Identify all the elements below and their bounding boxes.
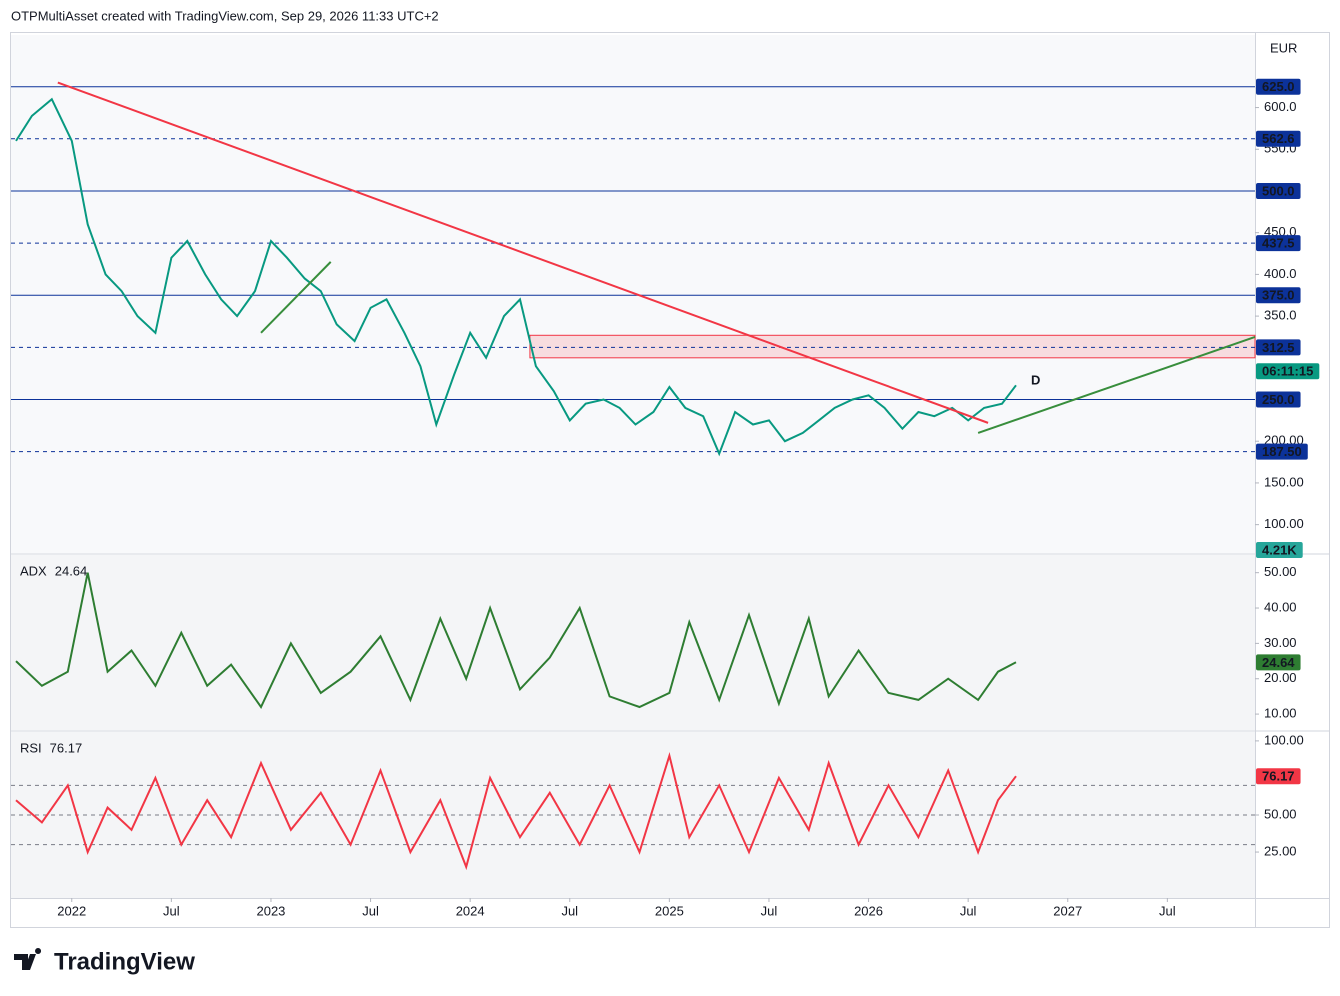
x-tick-label: 2022 xyxy=(57,903,86,918)
level-label: 562.6 xyxy=(1262,131,1295,146)
y-tick-label: 400.0 xyxy=(1264,266,1297,281)
last-value-label: 06:11:15 xyxy=(1262,364,1313,379)
y-tick-label: 40.00 xyxy=(1264,599,1297,614)
x-tick-label: Jul xyxy=(163,903,180,918)
volume-label: 4.21K xyxy=(1262,542,1297,557)
x-tick-label: 2026 xyxy=(854,903,883,918)
level-label: 500.0 xyxy=(1262,183,1295,198)
level-label-box xyxy=(1256,235,1301,252)
y-tick-label: 50.00 xyxy=(1264,806,1297,821)
level-label-box xyxy=(1256,391,1301,408)
pane-bg xyxy=(11,732,1255,898)
indicator-name: RSI xyxy=(20,740,42,755)
level-label: 312.5 xyxy=(1262,340,1295,355)
trendline xyxy=(260,261,332,334)
level-label-box xyxy=(1256,182,1301,199)
y-tick-label: 100.00 xyxy=(1264,516,1304,531)
last-value-label-box xyxy=(1256,363,1320,380)
level-label-box xyxy=(1256,443,1308,460)
footer-brand: TradingView xyxy=(54,948,195,975)
last-value-label-box xyxy=(1256,768,1301,785)
series-line xyxy=(15,572,1017,709)
x-tick-label: Jul xyxy=(761,903,778,918)
x-tick-label: Jul xyxy=(1159,903,1176,918)
y-tick-label: 20.00 xyxy=(1264,670,1297,685)
y-tick-label: 600.0 xyxy=(1264,99,1297,114)
series-line xyxy=(15,751,1017,871)
x-tick-label: Jul xyxy=(561,903,578,918)
level-label: 250.0 xyxy=(1262,392,1295,407)
y-tick-label: 25.00 xyxy=(1264,843,1297,858)
currency: EUR xyxy=(1270,40,1297,55)
y-tick-label: 100.00 xyxy=(1264,732,1304,747)
x-tick-label: 2023 xyxy=(256,903,285,918)
y-tick-label: 30.00 xyxy=(1264,635,1297,650)
pane-bg xyxy=(11,555,1255,730)
level-label-box xyxy=(1256,78,1301,95)
last-value-label: 76.17 xyxy=(1262,769,1295,784)
chart-frame xyxy=(10,32,1330,928)
y-tick-label: 50.00 xyxy=(1264,564,1297,579)
x-tick-label: 2025 xyxy=(655,903,684,918)
last-value-label-box xyxy=(1256,654,1301,671)
level-label: 625.0 xyxy=(1262,79,1295,94)
trendline xyxy=(977,336,1256,434)
y-tick-label: 150.00 xyxy=(1264,474,1304,489)
footer-logo: TradingView xyxy=(14,948,195,975)
y-tick-label: 10.00 xyxy=(1264,706,1297,721)
trendline xyxy=(57,81,989,424)
x-tick-label: Jul xyxy=(362,903,379,918)
indicator-name: ADX xyxy=(20,563,47,578)
resistance-zone xyxy=(529,334,1256,359)
y-tick-label: 350.0 xyxy=(1264,308,1297,323)
last-value-label: 24.64 xyxy=(1262,655,1295,670)
x-tick-label: 2027 xyxy=(1053,903,1082,918)
indicator-value: 24.64 xyxy=(55,563,88,578)
level-label: 187.50 xyxy=(1262,444,1302,459)
volume-label-box xyxy=(1256,542,1303,558)
level-label: 437.5 xyxy=(1262,236,1295,251)
series-line xyxy=(15,97,1017,457)
level-label: 375.0 xyxy=(1262,288,1295,303)
indicator-value: 76.17 xyxy=(50,740,83,755)
x-tick-label: 2024 xyxy=(456,903,485,918)
level-label-box xyxy=(1256,287,1301,304)
level-label-box xyxy=(1256,339,1301,356)
marker: D xyxy=(1031,373,1040,388)
level-label-box xyxy=(1256,130,1301,147)
credit: OTPMultiAsset created with TradingView.c… xyxy=(11,8,439,23)
x-tick-label: Jul xyxy=(960,903,977,918)
